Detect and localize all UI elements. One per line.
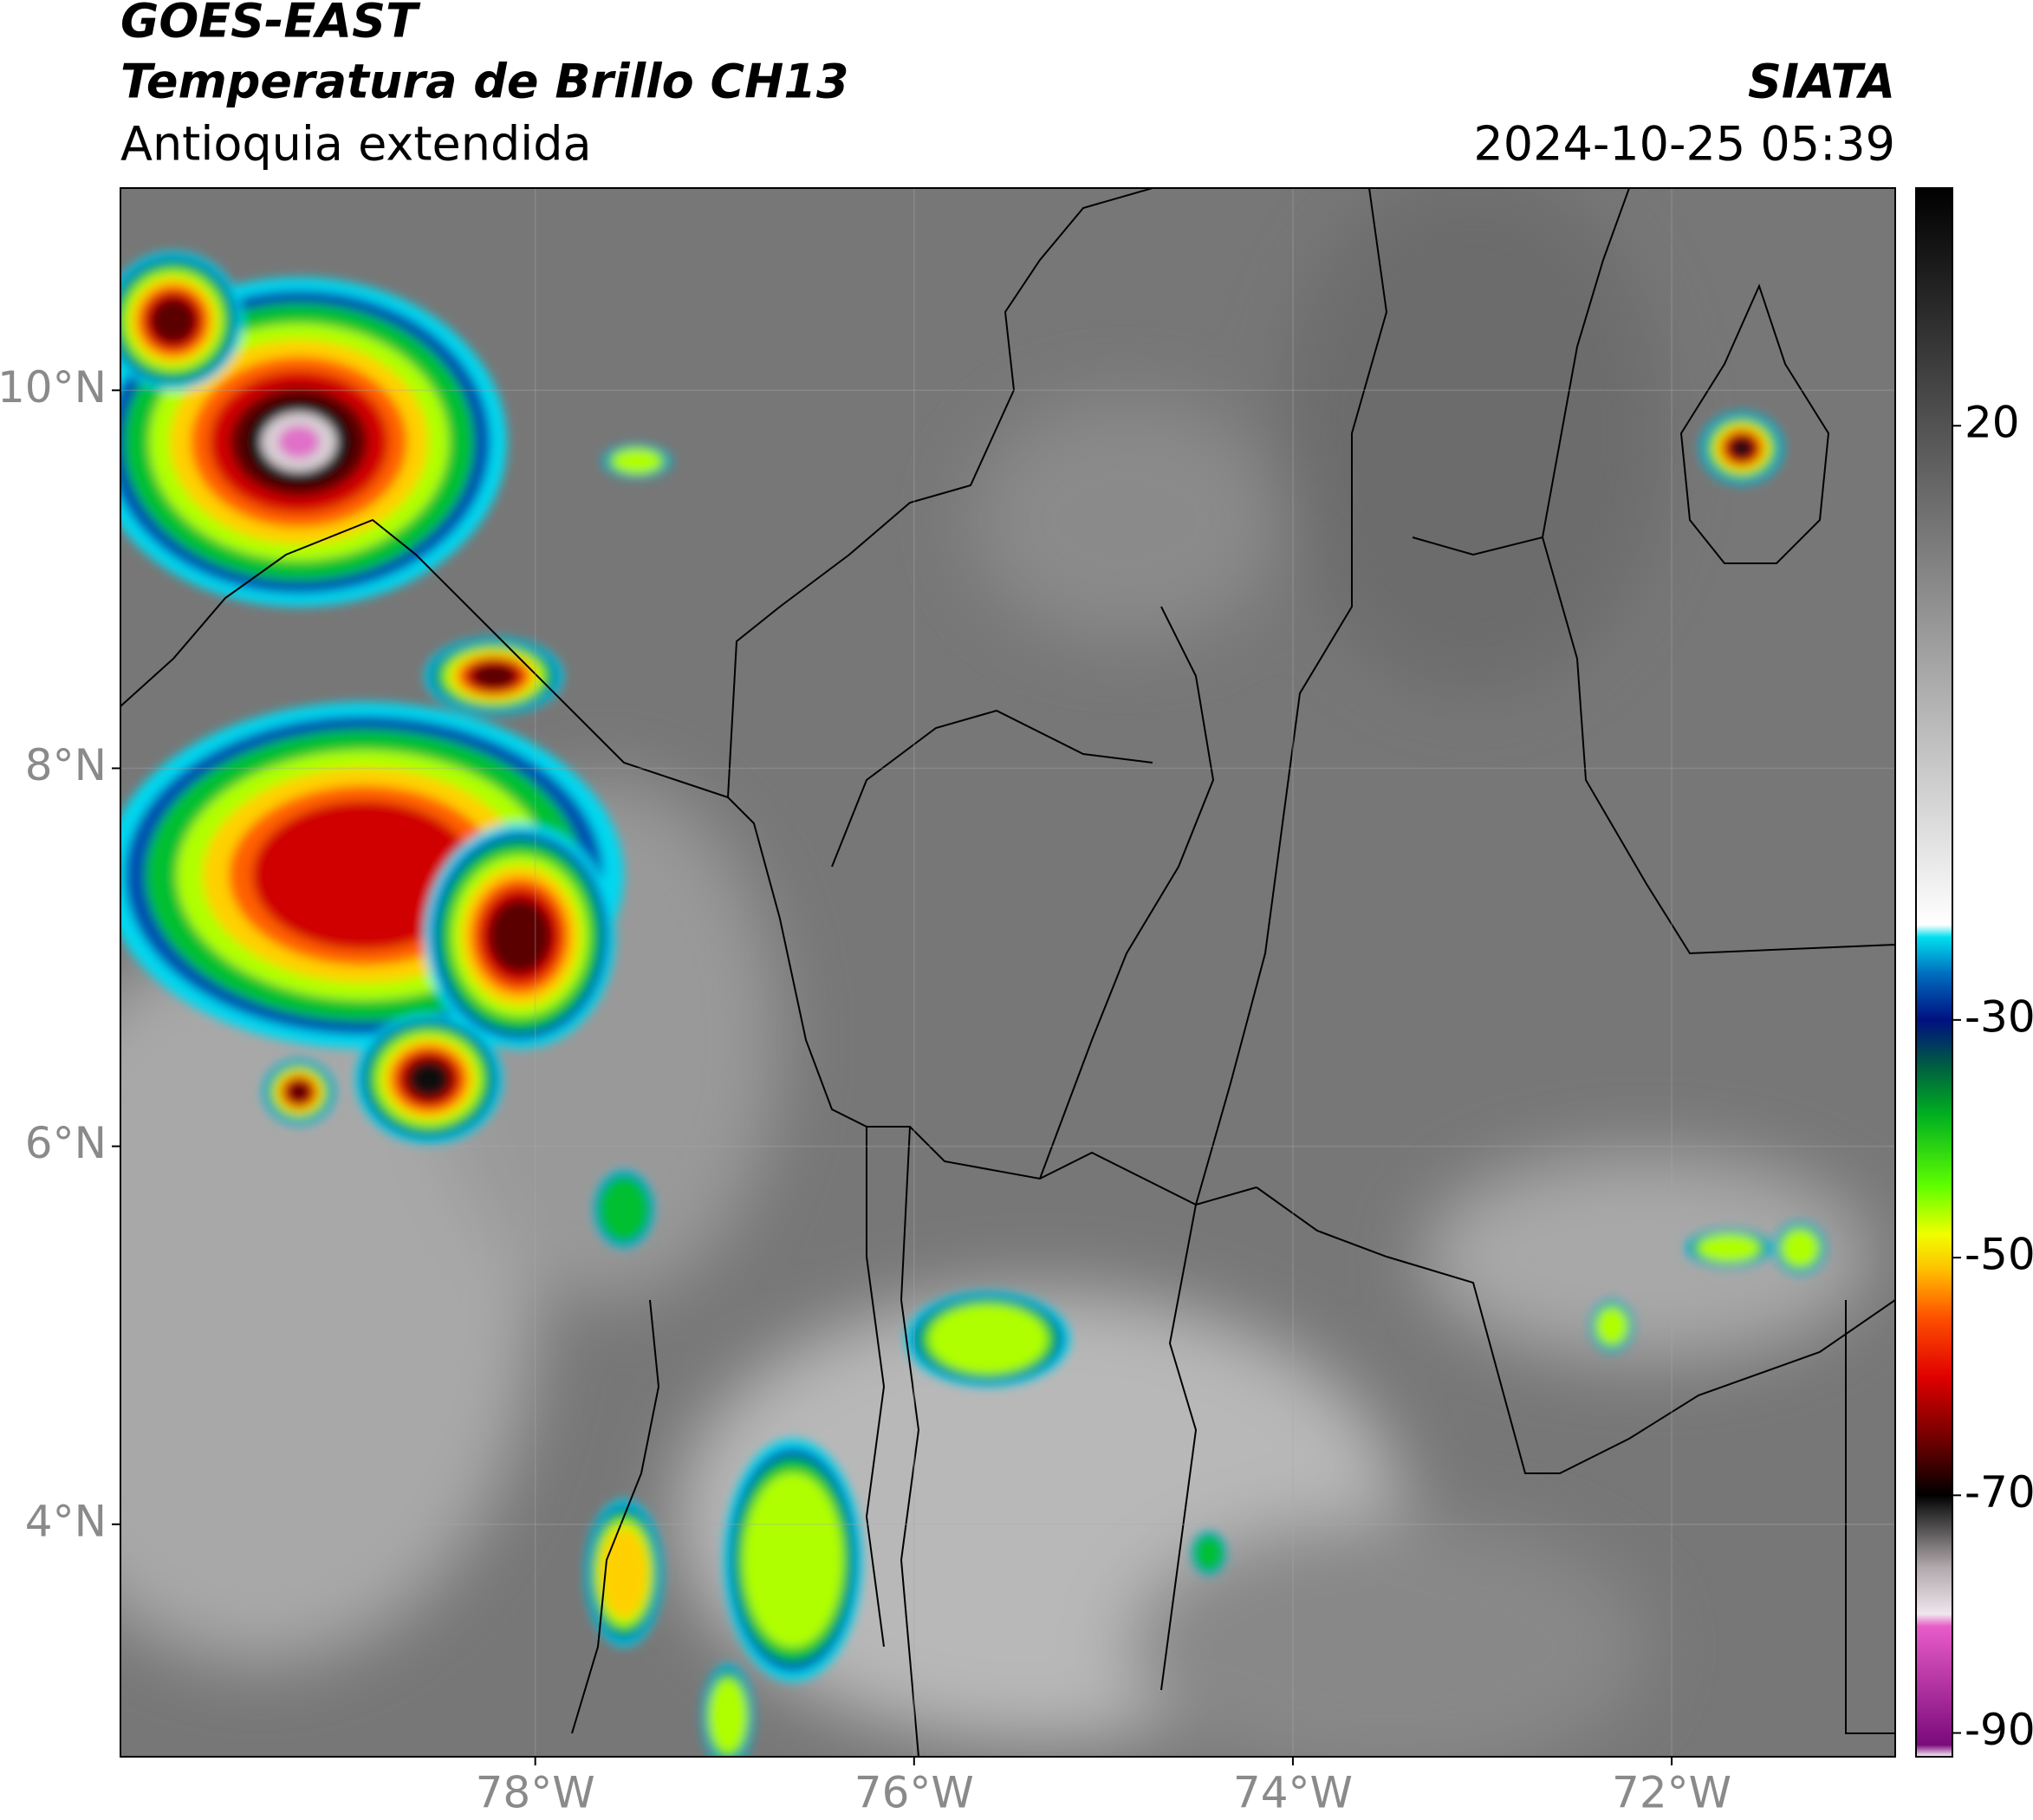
colorbar-segment (1916, 1067, 1952, 1116)
map (120, 188, 1895, 1757)
colorbar-segment (1916, 1186, 1952, 1235)
convective-clouds (120, 251, 1826, 1757)
title: GOES-EAST (120, 0, 421, 49)
colorbar-segment (1916, 1507, 1952, 1568)
colorbar-segment (1916, 1233, 1952, 1271)
colorbar-tick-label: -90 (1965, 1705, 2033, 1755)
colorbar-tick-label: -70 (1965, 1467, 2033, 1518)
subtitle: Temperatura de Brillo CH13 (120, 55, 849, 109)
y-tick-label: 8°N (25, 740, 107, 790)
grid (120, 188, 1895, 1757)
colorbar-segment (1916, 1316, 1952, 1377)
colorbar: 20 -30 -50 -70 -90 (1916, 188, 2033, 1758)
colorbar-tick-label: 20 (1965, 398, 2020, 448)
colorbar-segment (1916, 1115, 1952, 1187)
boundary (1160, 1204, 1198, 1691)
boundary (1542, 188, 1630, 538)
boundary (1412, 536, 1895, 955)
colorbar-segment (1916, 1495, 1952, 1508)
colorbar-segment (1916, 1745, 1952, 1758)
boundary (900, 1126, 920, 1757)
source: SIATA (1748, 55, 1895, 109)
boundary (831, 709, 1153, 868)
borders (120, 188, 1895, 1757)
colorbar-tick-label: -30 (1965, 991, 2033, 1042)
colorbar-segment (1916, 925, 1952, 938)
y-tick-label: 4°N (25, 1496, 107, 1546)
colorbar-segment (1916, 1376, 1952, 1448)
y-tick-label: 10°N (0, 362, 107, 413)
region: Antioquia extendida (120, 117, 592, 172)
peninsula (1679, 283, 1830, 564)
coastline (571, 1299, 660, 1734)
boundary (1845, 1300, 1895, 1734)
x-tick-label: 78°W (476, 1768, 595, 1818)
map-frame (120, 187, 1896, 1758)
colorbar-segment (1916, 1626, 1952, 1745)
colorbar-segment (1916, 1566, 1952, 1615)
colorbar-tick-label: -50 (1965, 1230, 2033, 1280)
timestamp: 2024-10-25 05:39 (1473, 117, 1895, 172)
colorbar-segment (1916, 1614, 1952, 1627)
colorbar-frame (1915, 187, 1953, 1758)
x-tick-label: 76°W (854, 1768, 974, 1818)
colorbar-segment (1916, 188, 1952, 926)
colorbar-segment (1916, 1447, 1952, 1496)
axes: 78°W 76°W 74°W 72°W 10°N 8°N 6°N 4°N (0, 362, 1731, 1818)
boundary (1195, 188, 1388, 1206)
y-tick-label: 6°N (25, 1118, 107, 1168)
boundary (727, 188, 1153, 798)
colorbar-segment (1916, 936, 1952, 973)
x-tick-label: 74°W (1233, 1768, 1353, 1818)
boundary (1256, 1186, 1895, 1474)
cloud-shading (120, 188, 1872, 1757)
colorbar-segment (1916, 972, 1952, 1021)
boundary (1039, 606, 1215, 1180)
boundary (865, 1127, 886, 1648)
x-tick-label: 72°W (1612, 1768, 1731, 1818)
colorbar-segment (1916, 1019, 1952, 1069)
colorbar-segment (1916, 1269, 1952, 1318)
